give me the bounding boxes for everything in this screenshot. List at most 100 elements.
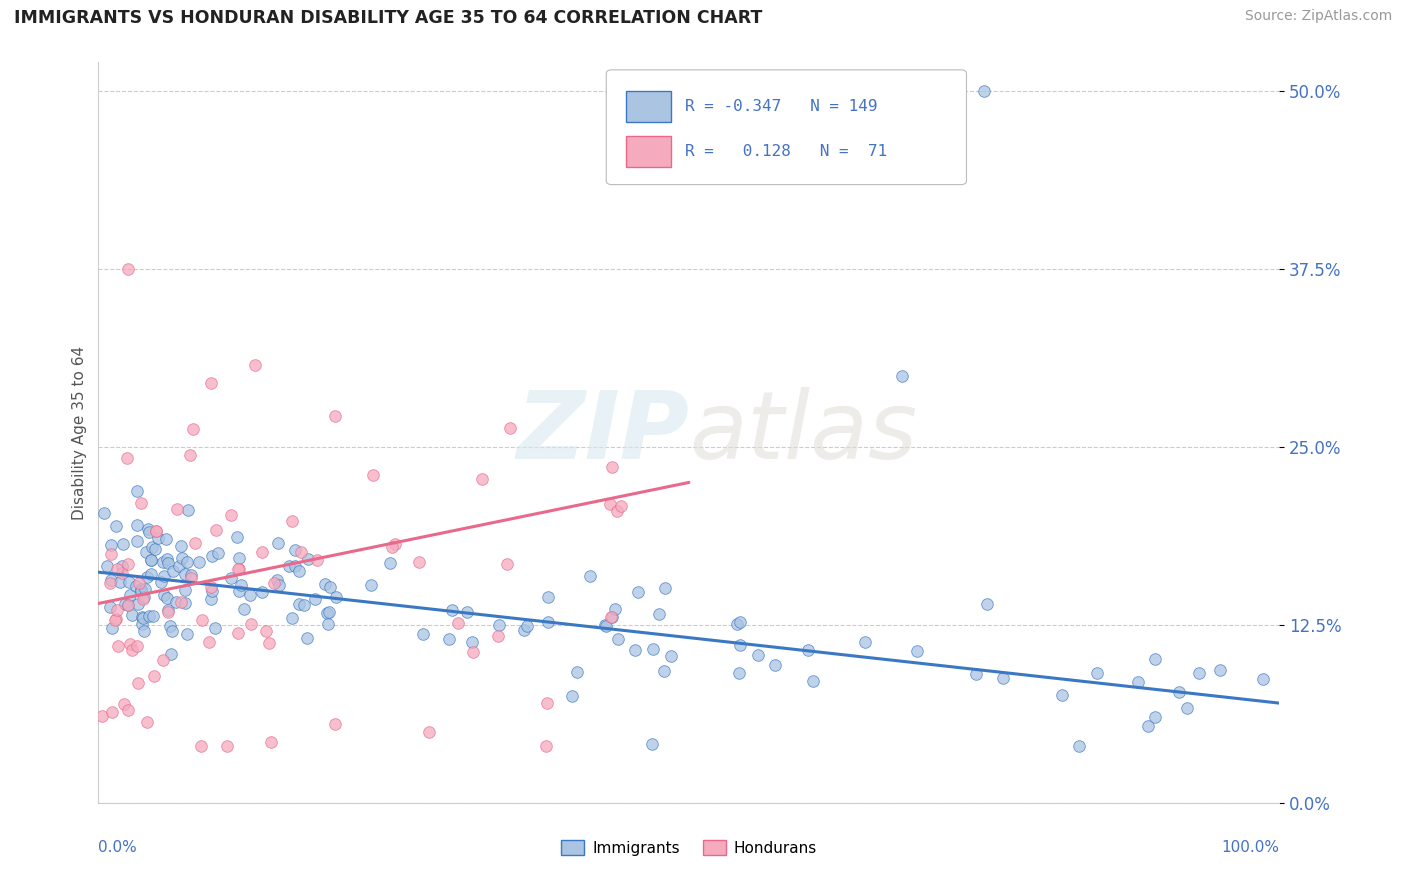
Point: [170, 539, 193, 553]
Text: atlas: atlas: [689, 387, 917, 478]
Point: [232, 602, 254, 616]
Point: [135, 715, 157, 730]
Point: [145, 524, 167, 538]
Point: [890, 368, 912, 383]
Point: [132, 610, 155, 624]
FancyBboxPatch shape: [606, 70, 966, 185]
Point: [314, 577, 336, 591]
Point: [105, 562, 128, 576]
Point: [1168, 684, 1191, 698]
Point: [131, 609, 153, 624]
Point: [297, 552, 319, 566]
Point: [91, 708, 114, 723]
Point: [149, 574, 172, 589]
Point: [323, 717, 346, 731]
Point: [228, 550, 250, 565]
Point: [965, 666, 987, 681]
Point: [181, 422, 204, 436]
Point: [1085, 666, 1108, 681]
Point: [441, 603, 464, 617]
Point: [439, 632, 461, 647]
Point: [159, 619, 181, 633]
Point: [1175, 701, 1198, 715]
Point: [100, 573, 122, 587]
Point: [976, 597, 998, 611]
Point: [101, 621, 124, 635]
Point: [654, 581, 676, 595]
Point: [728, 666, 751, 681]
Point: [219, 571, 242, 585]
Point: [156, 605, 179, 619]
Point: [142, 609, 165, 624]
Point: [765, 657, 787, 672]
Point: [228, 562, 250, 576]
Point: [204, 621, 226, 635]
Point: [131, 617, 153, 632]
Point: [101, 705, 124, 719]
Point: [127, 518, 149, 533]
Point: [138, 608, 160, 623]
Point: [536, 696, 558, 710]
Point: [600, 610, 623, 624]
Point: [1143, 651, 1166, 665]
Point: [728, 638, 751, 652]
Point: [603, 601, 626, 615]
Point: [305, 553, 328, 567]
Point: [599, 497, 621, 511]
Point: [124, 579, 146, 593]
Point: [287, 565, 309, 579]
Point: [593, 618, 616, 632]
Point: [259, 734, 281, 748]
Point: [536, 739, 558, 753]
Point: [152, 555, 174, 569]
Point: [152, 652, 174, 666]
Point: [498, 420, 520, 434]
Point: [239, 616, 262, 631]
Point: [118, 574, 141, 589]
Point: [135, 570, 157, 584]
Point: [973, 84, 995, 98]
Point: [456, 606, 478, 620]
Point: [129, 582, 152, 597]
Point: [641, 737, 664, 751]
Text: R = -0.347   N = 149: R = -0.347 N = 149: [685, 99, 877, 114]
Point: [155, 533, 177, 547]
Point: [177, 502, 200, 516]
Point: [200, 592, 222, 607]
Point: [319, 580, 342, 594]
Point: [659, 649, 682, 664]
Point: [418, 724, 440, 739]
Point: [111, 558, 134, 573]
Point: [98, 576, 121, 591]
Point: [127, 676, 149, 690]
Point: [1188, 666, 1211, 681]
Point: [197, 635, 219, 649]
Point: [100, 547, 122, 561]
Point: [104, 614, 127, 628]
Point: [318, 616, 340, 631]
Point: [105, 519, 128, 533]
Point: [447, 615, 470, 630]
Point: [107, 639, 129, 653]
Point: [1136, 719, 1159, 733]
Point: [284, 559, 307, 574]
Point: [1253, 673, 1275, 687]
Point: [167, 559, 190, 574]
Point: [96, 558, 118, 573]
Point: [728, 615, 751, 629]
Point: [165, 594, 187, 608]
Point: [243, 358, 266, 372]
Point: [176, 555, 198, 569]
Point: [219, 508, 242, 522]
Point: [207, 546, 229, 560]
Point: [747, 648, 769, 663]
Point: [170, 595, 193, 609]
Point: [115, 450, 138, 465]
Point: [1050, 688, 1073, 702]
Point: [121, 608, 143, 623]
Point: [134, 624, 156, 639]
Point: [384, 537, 406, 551]
FancyBboxPatch shape: [626, 91, 671, 122]
Point: [231, 578, 253, 592]
Point: [112, 537, 135, 551]
